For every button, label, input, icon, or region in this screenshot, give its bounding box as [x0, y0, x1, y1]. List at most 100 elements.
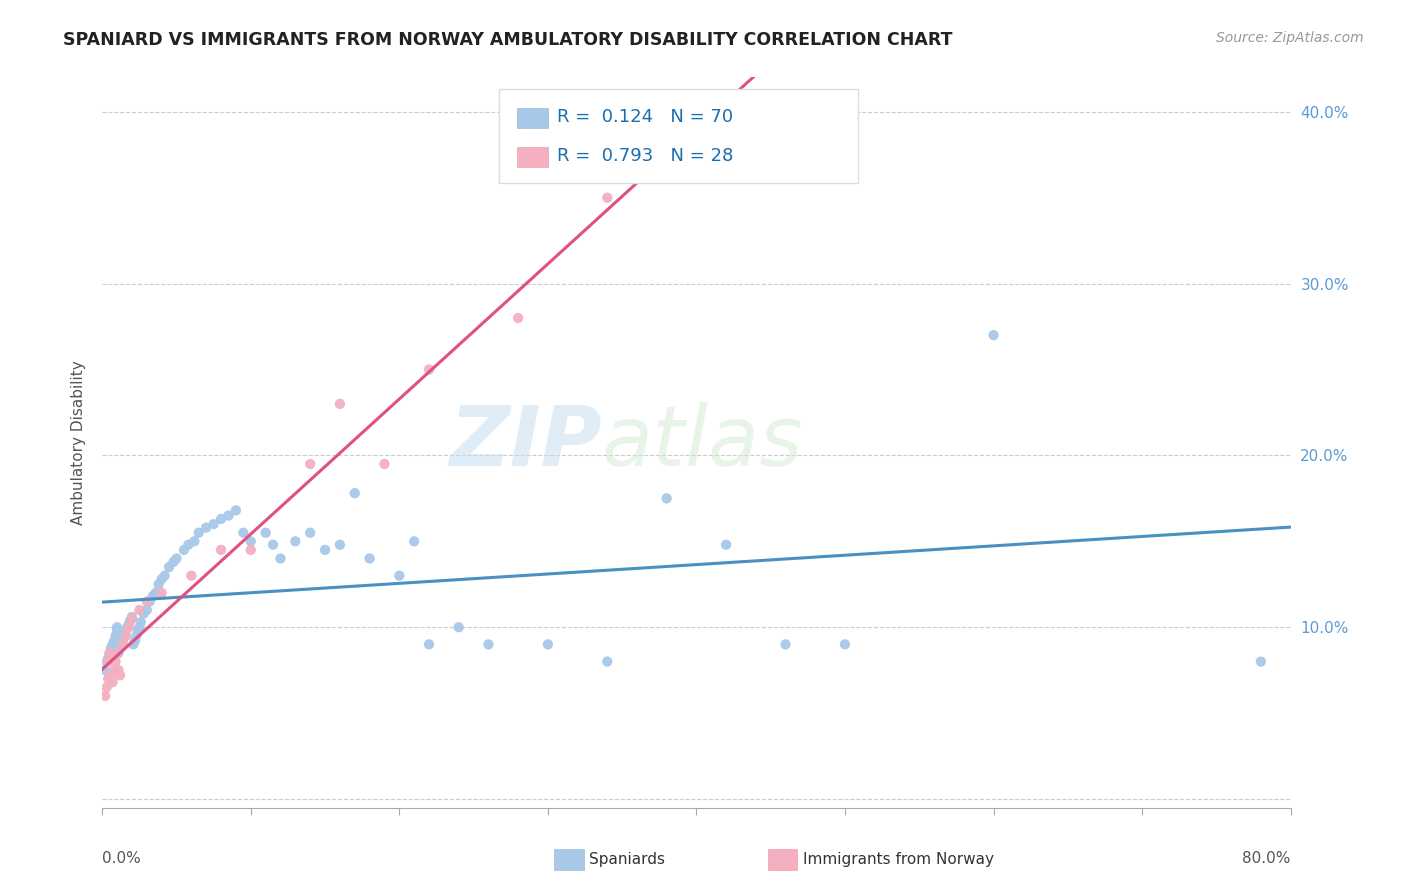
Point: [97, 655, 120, 669]
Text: R =  0.124   N = 70: R = 0.124 N = 70: [557, 108, 733, 126]
Point: [121, 612, 143, 626]
Point: [139, 594, 162, 608]
Point: [118, 620, 141, 634]
Point: [125, 629, 148, 643]
Point: [177, 538, 200, 552]
Text: Immigrants from Norway: Immigrants from Norway: [803, 852, 994, 867]
Point: [508, 310, 530, 325]
Point: [122, 637, 145, 651]
Point: [103, 663, 125, 677]
Point: [150, 586, 173, 600]
Point: [775, 637, 797, 651]
Point: [388, 568, 411, 582]
Point: [983, 328, 1005, 343]
Point: [166, 551, 188, 566]
Point: [110, 637, 132, 651]
Point: [148, 577, 170, 591]
Point: [94, 689, 117, 703]
Point: [232, 525, 254, 540]
FancyBboxPatch shape: [768, 849, 797, 870]
Point: [218, 508, 240, 523]
Point: [100, 640, 122, 655]
Point: [121, 610, 143, 624]
Point: [115, 624, 138, 638]
Point: [359, 551, 381, 566]
Point: [299, 457, 322, 471]
Point: [105, 646, 128, 660]
Point: [117, 620, 139, 634]
Point: [128, 620, 150, 634]
Point: [180, 568, 202, 582]
Point: [157, 560, 180, 574]
Point: [108, 668, 131, 682]
Point: [111, 637, 134, 651]
Point: [153, 568, 176, 582]
Point: [96, 655, 118, 669]
Point: [135, 594, 157, 608]
Point: [596, 655, 619, 669]
Point: [97, 651, 120, 665]
Point: [135, 603, 157, 617]
Point: [108, 640, 131, 655]
Point: [187, 525, 209, 540]
Point: [128, 603, 150, 617]
Point: [225, 503, 247, 517]
Y-axis label: Ambulatory Disability: Ambulatory Disability: [72, 360, 86, 524]
Point: [162, 555, 184, 569]
Text: 80.0%: 80.0%: [1243, 852, 1291, 866]
Point: [195, 520, 218, 534]
Point: [150, 572, 173, 586]
Point: [97, 672, 120, 686]
Text: ZIP: ZIP: [449, 402, 602, 483]
Point: [373, 457, 395, 471]
Point: [183, 534, 205, 549]
Point: [118, 616, 141, 631]
Point: [209, 512, 232, 526]
Point: [447, 620, 470, 634]
Point: [145, 586, 167, 600]
Point: [655, 491, 678, 506]
Text: atlas: atlas: [602, 402, 803, 483]
Point: [127, 624, 149, 638]
Point: [477, 637, 499, 651]
Point: [104, 629, 127, 643]
Point: [418, 362, 440, 376]
Point: [284, 534, 307, 549]
Text: SPANIARD VS IMMIGRANTS FROM NORWAY AMBULATORY DISABILITY CORRELATION CHART: SPANIARD VS IMMIGRANTS FROM NORWAY AMBUL…: [63, 31, 953, 49]
Point: [132, 607, 155, 621]
FancyBboxPatch shape: [554, 849, 583, 870]
Point: [404, 534, 426, 549]
Point: [115, 629, 138, 643]
Point: [129, 615, 152, 629]
Point: [254, 525, 277, 540]
Point: [114, 629, 136, 643]
Point: [209, 542, 232, 557]
Text: R =  0.793   N = 28: R = 0.793 N = 28: [557, 147, 733, 165]
Point: [239, 534, 262, 549]
Point: [596, 191, 619, 205]
Point: [100, 668, 122, 682]
Point: [269, 551, 291, 566]
Point: [98, 646, 121, 660]
Point: [107, 646, 129, 660]
Text: Source: ZipAtlas.com: Source: ZipAtlas.com: [1216, 31, 1364, 45]
Point: [834, 637, 856, 651]
Point: [1250, 655, 1272, 669]
Point: [239, 542, 262, 557]
Point: [111, 634, 134, 648]
Point: [101, 637, 124, 651]
Point: [173, 542, 195, 557]
Point: [262, 538, 284, 552]
Text: 0.0%: 0.0%: [103, 852, 141, 866]
Point: [101, 675, 124, 690]
Text: Spaniards: Spaniards: [589, 852, 665, 867]
Point: [329, 397, 352, 411]
Point: [142, 589, 165, 603]
Point: [714, 538, 737, 552]
Point: [105, 624, 128, 638]
Point: [96, 681, 118, 695]
Point: [107, 663, 129, 677]
Point: [418, 637, 440, 651]
Point: [537, 637, 560, 651]
Point: [103, 634, 125, 648]
